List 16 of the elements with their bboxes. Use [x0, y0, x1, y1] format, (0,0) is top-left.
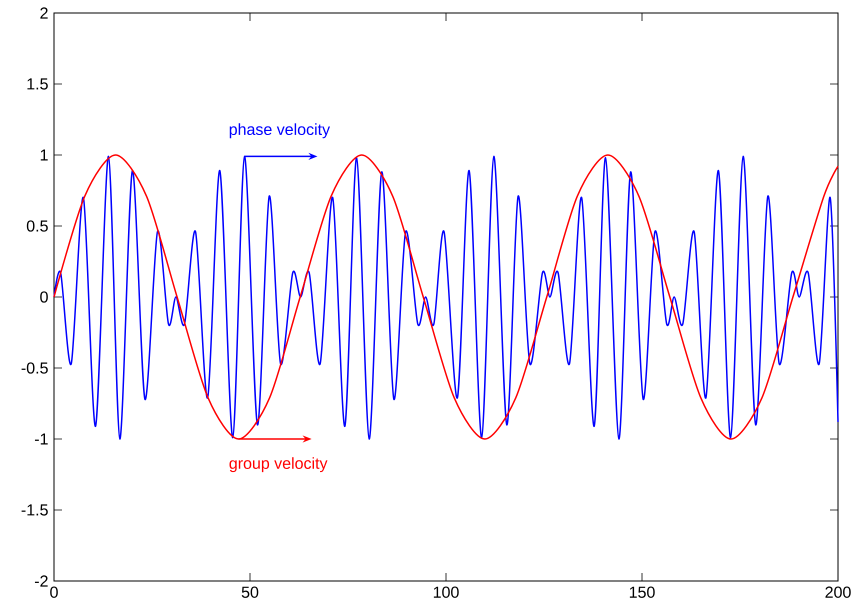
y-tick-label: 1	[40, 149, 48, 160]
x-tick-label: 200	[825, 586, 851, 598]
y-tick-label: 0.5	[26, 220, 48, 232]
x-tick-label: 150	[630, 586, 655, 598]
y-tick-label: -0.5	[22, 362, 48, 374]
x-tick-label: 0	[50, 586, 58, 598]
y-tick-label: 0	[40, 291, 48, 303]
y-tick-label: -2	[34, 575, 48, 587]
y-tick-label: 2	[40, 7, 48, 19]
x-tick-label: 50	[242, 586, 258, 598]
y-tick-label: 1.5	[27, 78, 48, 90]
annotation: phase velocity	[230, 123, 330, 138]
x-tick-label: 100	[434, 586, 459, 598]
y-tick-label: -1.5	[22, 504, 48, 516]
y-tick-label: -1	[34, 433, 48, 444]
annotation: group velocity	[230, 457, 328, 472]
